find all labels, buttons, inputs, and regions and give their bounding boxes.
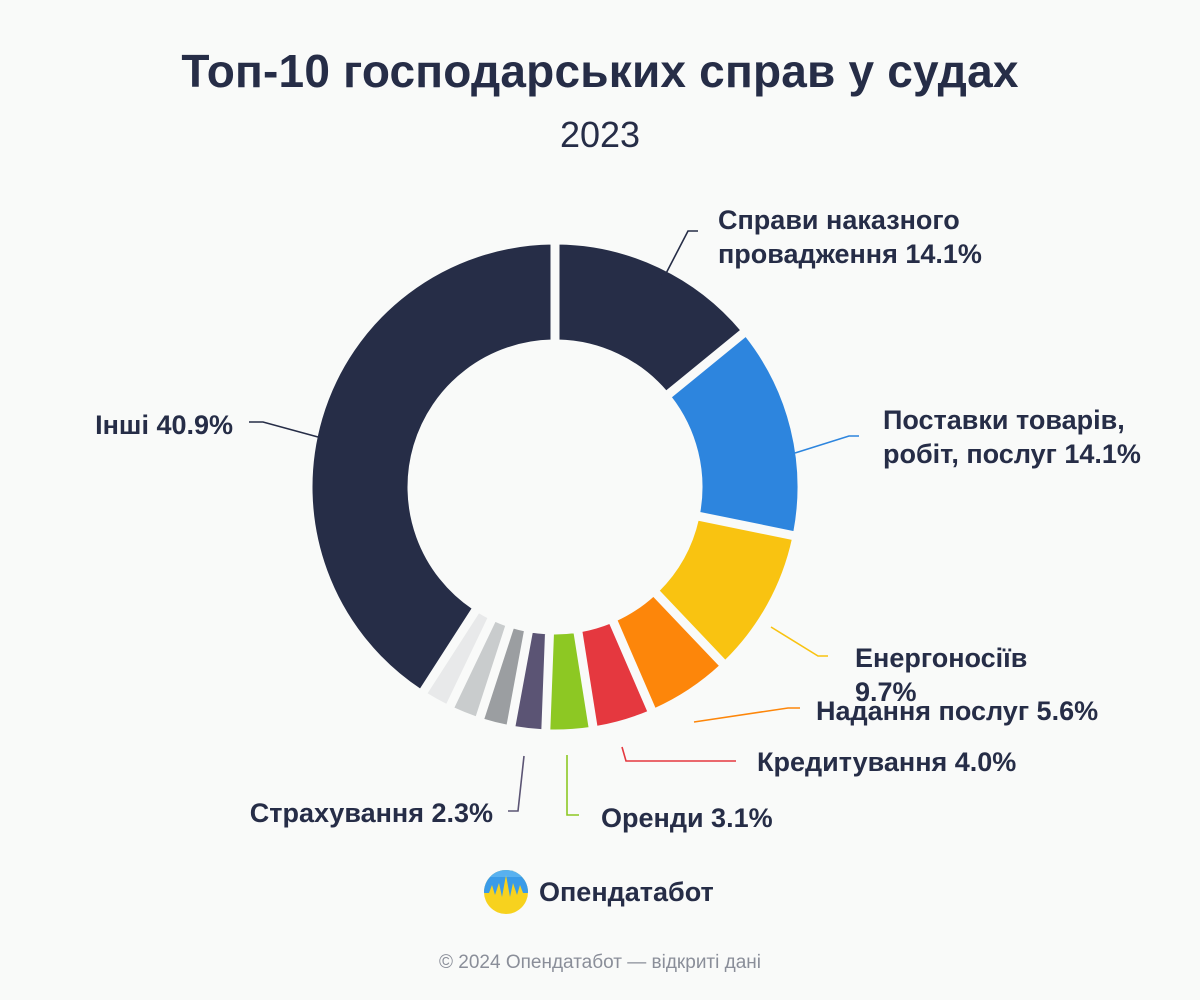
leader-line-4: [621, 746, 736, 762]
leader-line-3: [693, 707, 800, 723]
footer-copyright: © 2024 Опендатабот — відкриті дані: [439, 952, 761, 973]
brand-name: Опендатабот: [539, 876, 714, 907]
slice-label-5: Оренди 3.1%: [601, 803, 773, 833]
slice-label-6: Страхування 2.3%: [249, 798, 493, 828]
chart-title: Топ-10 господарських справ у судах: [181, 45, 1019, 97]
donut-slice-5: [547, 630, 592, 733]
leader-line-6: [508, 755, 525, 812]
slice-label-1: Поставки товарів, робіт, послуг 14.1%: [883, 405, 1141, 469]
leader-line-10: [249, 421, 319, 438]
donut-slice-8: [450, 618, 509, 720]
donut-slice-3: [614, 593, 723, 712]
slice-label-0: Справи наказного провадження 14.1%: [718, 205, 982, 269]
leader-line-2: [770, 626, 828, 657]
donut-slice-2: [656, 517, 795, 664]
chart-subtitle: 2023: [559, 114, 641, 155]
donut-slice-6: [512, 629, 549, 733]
donut-slice-1: [668, 333, 801, 535]
leader-line-0: [659, 230, 698, 286]
donut-slice-4: [579, 620, 651, 730]
donut-slice-7: [480, 625, 528, 728]
opendatabot-logo-icon: [484, 870, 528, 914]
donut-slice-10: [309, 241, 554, 693]
slice-label-3: Надання послуг 5.6%: [816, 696, 1099, 726]
donut-slice-9: [423, 609, 491, 708]
slice-label-4: Кредитування 4.0%: [757, 747, 1017, 777]
slice-label-10: Інші 40.9%: [95, 410, 233, 440]
leader-line-5: [566, 755, 579, 816]
donut-slice-0: [556, 241, 744, 394]
leader-line-1: [794, 435, 859, 454]
slice-label-2: Енергоносіїв 9.7%: [855, 643, 1028, 707]
brand: Опендатабот: [483, 868, 714, 916]
